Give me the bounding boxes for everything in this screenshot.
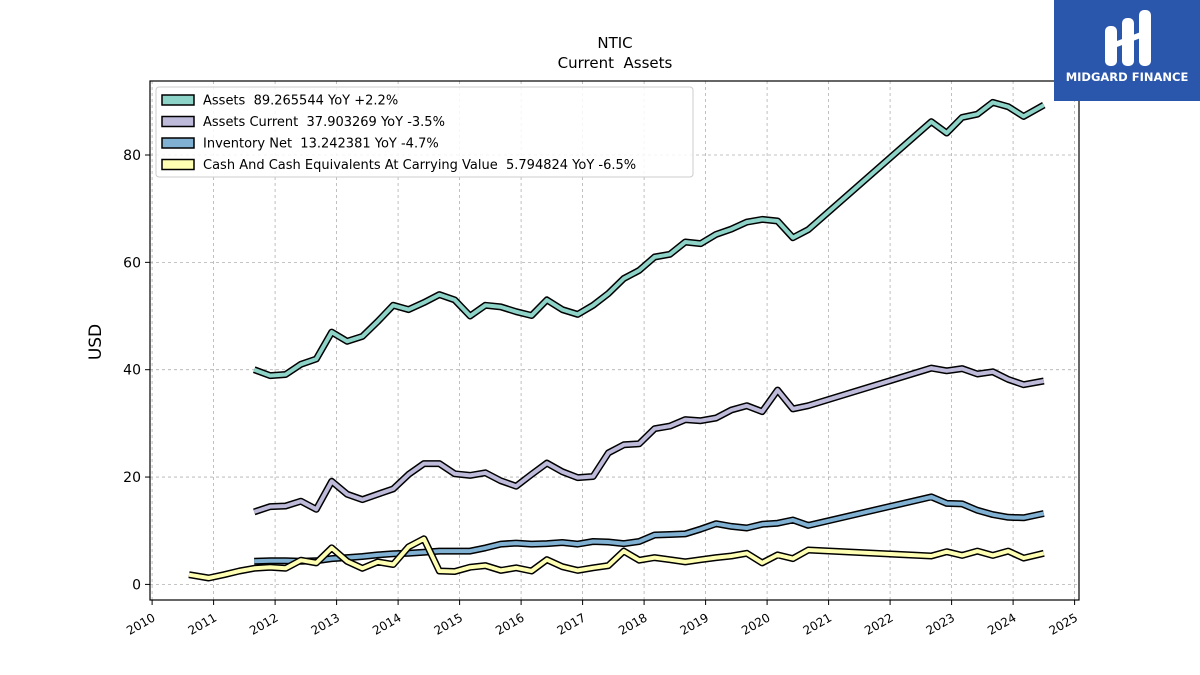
legend-box [155, 86, 694, 178]
legend-swatch [161, 137, 195, 149]
legend-swatch [161, 158, 195, 171]
legend-item: Cash And Cash Equivalents At Carrying Va… [161, 158, 636, 173]
legend-item: Assets 89.265544 YoY +2.2% [161, 94, 398, 109]
legend-label: Inventory Net 13.242381 YoY -4.7% [203, 137, 439, 152]
y-tick-label: 40 [123, 363, 141, 379]
legend-label: Assets 89.265544 YoY +2.2% [203, 94, 398, 109]
brand-mark-icon [1105, 10, 1151, 66]
x-tick-label: 2013 [309, 610, 342, 637]
legend-swatch [161, 115, 195, 128]
series-3 [254, 493, 1045, 565]
y-axis-label: USD [86, 324, 106, 360]
legend: Assets 89.265544 YoY +2.2% Assets Current… [155, 86, 694, 178]
series-line [253, 100, 1045, 378]
series-4 [188, 535, 1045, 582]
series-outline [254, 493, 1045, 565]
x-tick-label: 2025 [1047, 610, 1080, 637]
x-tick-label: 2012 [247, 610, 280, 637]
series-1 [252, 98, 1046, 380]
y-tick-label: 20 [123, 470, 141, 486]
x-tick-label: 2019 [678, 610, 711, 637]
series-outline [253, 364, 1045, 516]
x-tick-label: 2011 [186, 610, 219, 637]
legend-label: Cash And Cash Equivalents At Carrying Va… [203, 158, 636, 173]
x-tick-label: 2020 [739, 610, 772, 637]
x-tick-label: 2015 [432, 610, 465, 637]
x-tick-label: 2018 [616, 610, 649, 637]
x-tick-label: 2022 [862, 610, 895, 637]
series-line [254, 494, 1045, 564]
y-tick-label: 80 [123, 148, 141, 164]
brand-logo: MIDGARD FINANCE [1054, 0, 1200, 101]
plot-frame [149, 80, 1080, 601]
x-tick-label: 2014 [370, 610, 403, 637]
legend-item: Assets Current 37.903269 YoY -3.5% [161, 115, 445, 130]
x-tick-label: 2023 [924, 610, 957, 637]
x-tick-label: 2024 [985, 610, 1018, 637]
series-line [253, 366, 1045, 514]
legend-label: Assets Current 37.903269 YoY -3.5% [203, 115, 445, 130]
chart-subtitle: Current Assets [558, 54, 673, 72]
brand-name: MIDGARD FINANCE [1065, 70, 1189, 84]
x-tick-label: 2021 [801, 610, 834, 637]
x-tick-label: 2016 [493, 610, 526, 637]
y-tick-label: 0 [132, 577, 141, 593]
legend-swatch [161, 94, 195, 106]
y-tick-label: 60 [123, 255, 141, 271]
x-tick-label: 2010 [124, 610, 157, 637]
series-lines [188, 98, 1046, 582]
series-2 [253, 364, 1045, 516]
x-tick-label: 2017 [555, 610, 588, 637]
series-line [188, 536, 1045, 580]
chart-title: NTIC [597, 34, 632, 52]
legend-item: Inventory Net 13.242381 YoY -4.7% [161, 137, 439, 152]
